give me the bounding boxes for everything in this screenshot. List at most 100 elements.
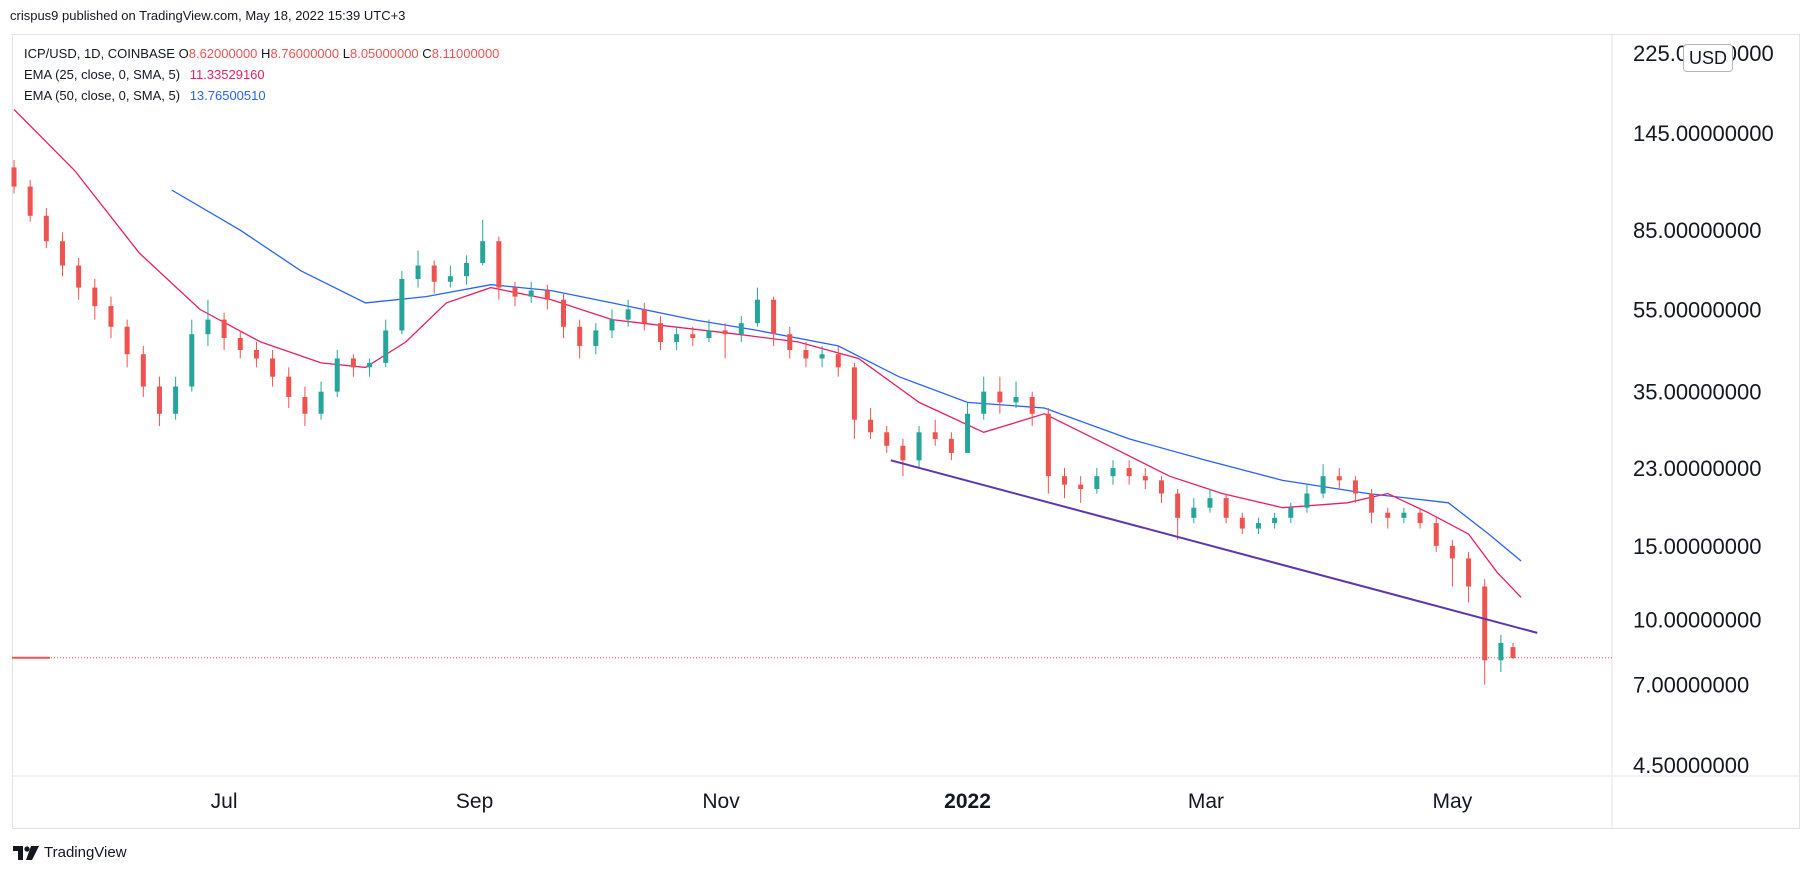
candle (1272, 512, 1278, 529)
y-tick-label: 4.50000000 (1633, 753, 1749, 778)
candle (237, 330, 243, 359)
ema25-value: 11.33529160 (189, 67, 265, 82)
candle (318, 381, 324, 420)
candle-body (1352, 480, 1358, 494)
candle-body (367, 362, 373, 368)
ema50-line (171, 189, 1522, 562)
candle-body (334, 358, 340, 392)
candle (1094, 468, 1100, 494)
candle (253, 341, 259, 368)
candle-body (722, 330, 728, 335)
candle-body (625, 309, 631, 320)
candle-body (1417, 512, 1423, 524)
legend-ema50[interactable]: EMA (50, close, 0, SMA, 5) 13.76500510 (24, 88, 266, 103)
currency-badge[interactable]: USD (1683, 44, 1733, 72)
candle-body (447, 276, 453, 282)
y-tick-label: 23.00000000 (1633, 456, 1761, 481)
candle-body (965, 413, 971, 453)
tradingview-brand[interactable]: TradingView (13, 844, 127, 861)
candle (1498, 634, 1504, 673)
candle-body (884, 432, 890, 446)
candle-body (318, 391, 324, 414)
candle (722, 323, 728, 359)
candle (528, 281, 534, 303)
candle-body (690, 334, 696, 339)
candle (1255, 517, 1261, 535)
candle-body (544, 290, 550, 300)
candle (738, 316, 744, 342)
legend-ema25[interactable]: EMA (25, close, 0, SMA, 5) 11.33529160 (24, 67, 265, 82)
candle-body (1062, 476, 1068, 485)
candle (1013, 381, 1019, 408)
candle-body (1272, 517, 1278, 524)
candle-body (496, 241, 502, 288)
candle-body (1449, 545, 1455, 559)
candle-body (27, 186, 33, 216)
ema25-label: EMA (25, close, 0, SMA, 5) (24, 67, 181, 82)
candle (1239, 512, 1245, 535)
candle (124, 319, 130, 368)
candle-body (76, 265, 82, 288)
candle (431, 260, 437, 294)
trendline (890, 459, 1538, 634)
candle (884, 425, 890, 453)
candle-body (253, 350, 259, 359)
ema50-series (171, 189, 1522, 562)
candle-body (932, 432, 938, 439)
y-tick-label: 7.00000000 (1633, 673, 1749, 698)
axis-borders (12, 34, 1800, 829)
candle-body (1466, 558, 1472, 587)
candle (1385, 507, 1391, 529)
candle (270, 350, 276, 387)
candle (59, 232, 65, 277)
candle (1175, 489, 1181, 540)
candle (1320, 464, 1326, 499)
candle (916, 425, 922, 469)
candle-body (156, 386, 162, 414)
candle-body (981, 391, 987, 414)
candle (657, 316, 663, 351)
candle-body (1175, 493, 1181, 518)
close-letter: C (422, 46, 432, 61)
x-tick-label: Sep (456, 790, 493, 813)
candle (577, 319, 583, 359)
candle-body (1094, 476, 1100, 490)
candle (819, 345, 825, 368)
candle (1466, 552, 1472, 603)
candle (1158, 476, 1164, 503)
candle (43, 208, 49, 249)
candle-body (43, 215, 49, 242)
candle (415, 250, 421, 288)
candle-body (205, 319, 211, 335)
candle-body (270, 358, 276, 377)
candle (302, 386, 308, 426)
candle-body (1385, 512, 1391, 518)
candle (496, 236, 502, 300)
candle (803, 341, 809, 368)
candle-body (1498, 642, 1504, 661)
candle (27, 179, 33, 222)
candle-body (1510, 647, 1516, 659)
candle (156, 376, 162, 426)
candle (593, 323, 599, 355)
candle (1191, 498, 1197, 524)
candle (1223, 493, 1229, 524)
candle-body (1433, 523, 1439, 546)
candle-body (383, 330, 389, 363)
candle-body (11, 167, 17, 187)
open-letter: O (178, 46, 189, 61)
candle (1482, 579, 1488, 685)
y-tick-label: 15.00000000 (1633, 534, 1761, 559)
candle (140, 345, 146, 397)
chart-frame (12, 34, 1800, 829)
candle-body (560, 299, 566, 327)
low-letter: L (342, 46, 350, 61)
candle-body (641, 309, 647, 324)
candle (1336, 468, 1342, 490)
candle-body (1239, 517, 1245, 529)
ema25-series (13, 108, 1522, 598)
legend-ohlc: ICP/USD, 1D, COINBASE O8.62000000 H8.760… (24, 46, 499, 61)
tradingview-logo-icon (13, 845, 39, 860)
candle (900, 438, 906, 477)
